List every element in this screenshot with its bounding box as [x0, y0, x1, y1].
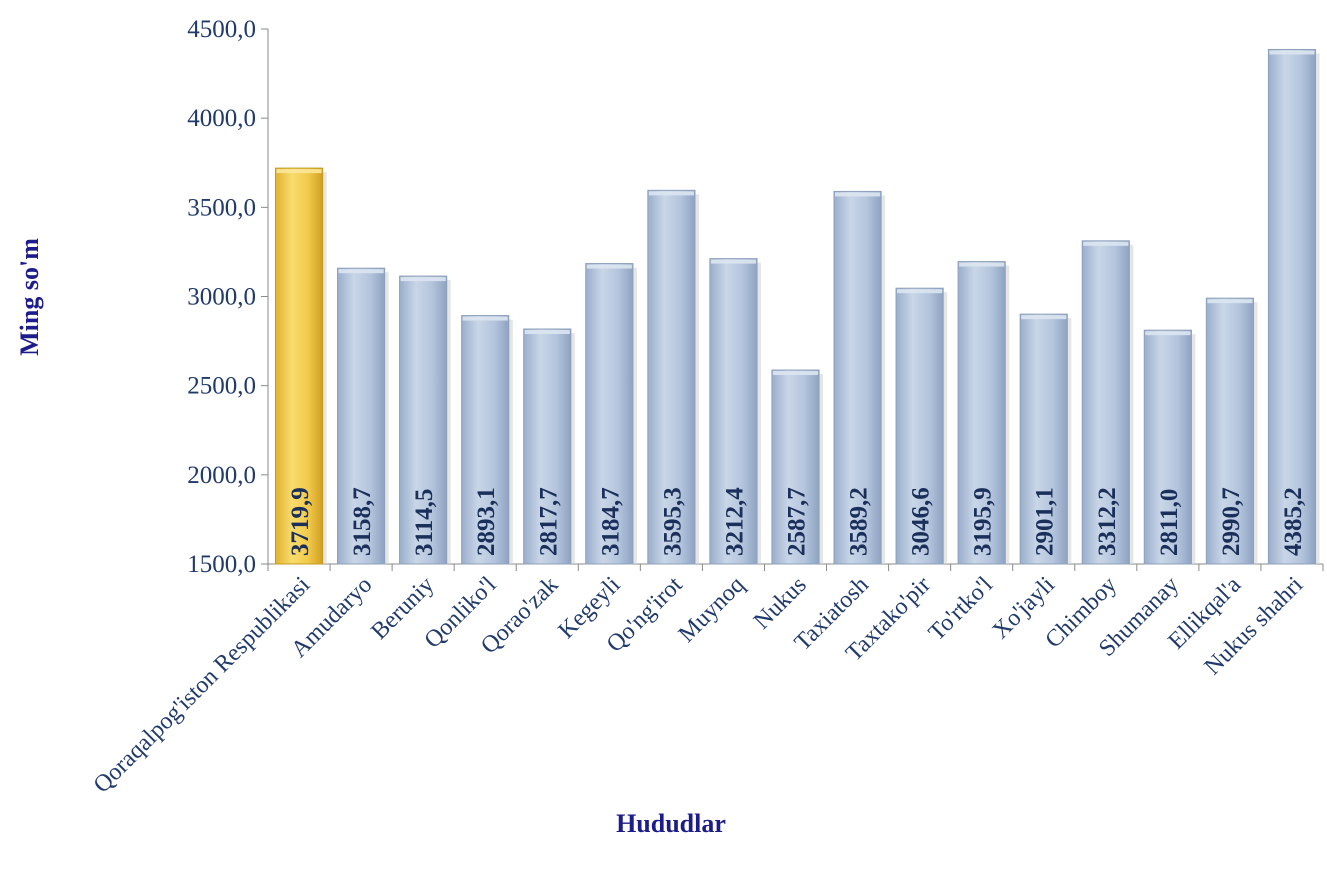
bar-value-label: 3719,9 [287, 487, 314, 556]
bar-value-label: 3195,9 [970, 487, 997, 556]
bar-top-bevel [338, 269, 384, 274]
bar-value-label: 3184,7 [597, 487, 624, 556]
bar-top-bevel [1083, 241, 1129, 246]
bar [895, 287, 944, 565]
bar-value-label: 3589,2 [846, 487, 873, 556]
bar-top-bevel [710, 259, 757, 264]
bar [709, 258, 758, 565]
y-tick-label: 1500,0 [187, 551, 256, 578]
y-tick-label: 3000,0 [187, 284, 256, 311]
bar [957, 261, 1006, 565]
x-category-label: To'rtko'l [924, 572, 998, 646]
bar [399, 275, 448, 565]
bar [461, 315, 510, 565]
bar [771, 369, 820, 565]
bar-value-label: 2587,7 [784, 487, 811, 556]
bar [647, 189, 696, 565]
bar [585, 263, 634, 565]
bar [1081, 240, 1130, 565]
bar-value-label: 3114,5 [411, 489, 438, 556]
bar-value-label: 3595,3 [659, 487, 686, 556]
bar-top-bevel [772, 371, 819, 376]
bar-top-bevel [462, 316, 508, 321]
bar [274, 167, 324, 565]
bar-value-label: 3046,6 [908, 487, 935, 556]
bar [1019, 313, 1068, 565]
bar-top-bevel [897, 289, 943, 294]
x-category-label: Muynoq [674, 572, 750, 648]
y-tick-label: 4000,0 [187, 105, 256, 132]
bar [523, 328, 572, 565]
bar-top-bevel [959, 262, 1005, 267]
bar-value-label: 4385,2 [1280, 487, 1307, 556]
bar-top-bevel [1207, 299, 1253, 304]
y-tick-label: 3500,0 [187, 194, 256, 221]
bar-value-label: 3312,2 [1094, 487, 1121, 556]
y-tick-label: 2500,0 [187, 373, 256, 400]
bar-top-bevel [834, 192, 881, 197]
x-axis-title: Hududlar [616, 809, 726, 838]
bar-top-bevel [1145, 331, 1191, 336]
bar-top-bevel [648, 191, 694, 196]
bar [1205, 297, 1254, 565]
bar-top-bevel [1021, 315, 1067, 320]
bar-value-label: 3212,4 [721, 487, 748, 556]
bar-top-bevel [524, 330, 570, 335]
bar [1267, 48, 1317, 565]
bar-top-bevel [1269, 50, 1315, 55]
bar [1143, 329, 1192, 565]
y-tick-label: 4500,0 [187, 16, 256, 43]
bar-value-label: 2817,7 [535, 487, 562, 556]
bar-top-bevel [400, 277, 446, 282]
bar-value-label: 2811,0 [1156, 489, 1183, 556]
bar-value-label: 2901,1 [1032, 487, 1059, 556]
y-axis-title: Ming so'm [15, 238, 44, 356]
bar-top-bevel [586, 264, 632, 269]
bar-top-bevel [276, 169, 322, 174]
bar [337, 267, 386, 565]
y-tick-label: 2000,0 [187, 462, 256, 489]
bar [833, 190, 882, 565]
bar-value-label: 2990,7 [1218, 487, 1245, 556]
bar-value-label: 2893,1 [473, 487, 500, 556]
bar-value-label: 3158,7 [349, 487, 376, 556]
x-category-label: Qoraqalpog'iston Respublikasi [89, 572, 316, 799]
